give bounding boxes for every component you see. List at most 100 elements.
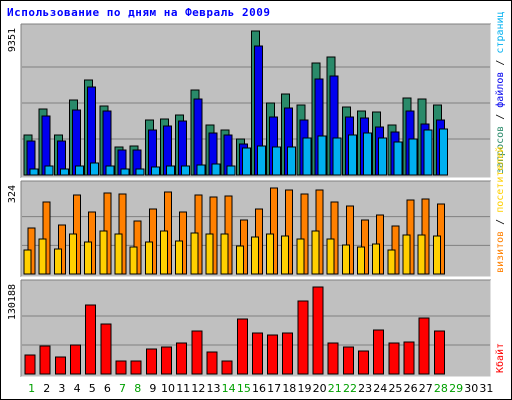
visits-bar-посетителей bbox=[144, 241, 153, 275]
requests-bar-страниц bbox=[90, 162, 100, 176]
x-tick-label: 9 bbox=[149, 382, 156, 395]
x-tick-label: 11 bbox=[176, 382, 190, 395]
visits-ymax-label: 324 bbox=[7, 185, 18, 203]
visits-bar-посетителей bbox=[281, 235, 290, 275]
requests-legend-item: страниц bbox=[495, 11, 506, 53]
x-tick-label: 3 bbox=[58, 382, 65, 395]
kbytes-bar-Кбайт bbox=[251, 332, 263, 375]
x-tick-label: 7 bbox=[119, 382, 126, 395]
visits-bar-посетителей bbox=[326, 238, 335, 275]
visits-bar-посетителей bbox=[296, 238, 305, 275]
visits-legend-item: визитов bbox=[495, 231, 506, 273]
x-tick-label: 20 bbox=[313, 382, 327, 395]
kbytes-legend-item: Кбайт bbox=[494, 343, 506, 373]
x-tick-label: 28 bbox=[434, 382, 448, 395]
x-tick-label: 6 bbox=[104, 382, 111, 395]
x-tick-label: 18 bbox=[282, 382, 296, 395]
x-tick-label: 19 bbox=[297, 382, 311, 395]
kbytes-bar-Кбайт bbox=[433, 330, 445, 375]
kbytes-bar-Кбайт bbox=[221, 360, 233, 375]
x-tick-label: 23 bbox=[358, 382, 372, 395]
x-tick-label: 26 bbox=[404, 382, 418, 395]
x-tick-label: 31 bbox=[479, 382, 493, 395]
requests-bar-страниц bbox=[272, 146, 282, 176]
requests-bar-страниц bbox=[120, 168, 130, 176]
visits-bar-посетителей bbox=[23, 249, 32, 275]
kbytes-bar-Кбайт bbox=[267, 334, 279, 375]
kbytes-bar-Кбайт bbox=[206, 351, 218, 375]
requests-bar-страниц bbox=[438, 128, 448, 176]
requests-bar-страниц bbox=[196, 164, 206, 176]
requests-bar-страниц bbox=[105, 165, 115, 176]
visits-bar-посетителей bbox=[129, 246, 138, 275]
requests-bar-страниц bbox=[211, 163, 221, 176]
kbytes-ymax-label: 130188 bbox=[7, 284, 18, 320]
requests-bar-страниц bbox=[44, 165, 54, 176]
requests-bar-страниц bbox=[408, 138, 418, 176]
visits-bar-посетителей bbox=[357, 246, 366, 275]
kbytes-bar-Кбайт bbox=[191, 330, 203, 375]
visits-bar-посетителей bbox=[341, 244, 350, 275]
visits-bar-посетителей bbox=[38, 238, 47, 275]
visits-bar-посетителей bbox=[372, 243, 381, 275]
requests-bar-страниц bbox=[59, 168, 69, 176]
visits-bar-посетителей bbox=[220, 233, 229, 275]
kbytes-bar-Кбайт bbox=[160, 346, 172, 375]
kbytes-bar-Кбайт bbox=[100, 323, 112, 375]
requests-bar-страниц bbox=[423, 129, 433, 176]
x-tick-label: 5 bbox=[89, 382, 96, 395]
requests-legend-item: файлов bbox=[494, 72, 506, 108]
x-tick-label: 1 bbox=[28, 382, 35, 395]
x-tick-label: 10 bbox=[161, 382, 175, 395]
requests-bar-страниц bbox=[241, 147, 251, 176]
requests-bar-страниц bbox=[256, 145, 266, 176]
kbytes-bar-Кбайт bbox=[403, 341, 415, 375]
requests-legend-item: / bbox=[495, 108, 506, 126]
x-tick-label: 15 bbox=[237, 382, 251, 395]
visits-legend: визитов / посетителей bbox=[494, 147, 506, 273]
x-tick-label: 8 bbox=[134, 382, 141, 395]
kbytes-bar-Кбайт bbox=[388, 342, 400, 375]
visits-bar-посетителей bbox=[114, 233, 123, 275]
kbytes-bar-Кбайт bbox=[85, 304, 97, 375]
visits-legend-item: / bbox=[495, 213, 506, 231]
kbytes-bar-Кбайт bbox=[418, 317, 430, 375]
requests-bar-страниц bbox=[302, 137, 312, 176]
kbytes-bar-Кбайт bbox=[312, 286, 324, 375]
visits-bar-посетителей bbox=[250, 236, 259, 275]
visits-bar-посетителей bbox=[190, 232, 199, 275]
visits-bar-посетителей bbox=[235, 245, 244, 275]
x-tick-label: 13 bbox=[207, 382, 221, 395]
visits-bar-посетителей bbox=[417, 234, 426, 275]
kbytes-bar-Кбайт bbox=[236, 318, 248, 375]
kbytes-bar-Кбайт bbox=[358, 350, 370, 375]
requests-bar-страниц bbox=[150, 166, 160, 176]
requests-bar-страниц bbox=[74, 165, 84, 176]
requests-bar-страниц bbox=[29, 168, 39, 176]
kbytes-bar-Кбайт bbox=[297, 300, 309, 375]
visits-bar-посетителей bbox=[84, 241, 93, 275]
kbytes-bar-Кбайт bbox=[39, 345, 51, 375]
requests-bar-страниц bbox=[181, 165, 191, 176]
kbytes-bar-Кбайт bbox=[115, 360, 127, 375]
x-tick-label: 16 bbox=[252, 382, 266, 395]
requests-legend: запросов / файлов / страниц bbox=[494, 11, 506, 174]
requests-bar-страниц bbox=[287, 146, 297, 176]
kbytes-bar-Кбайт bbox=[373, 329, 385, 375]
visits-bar-посетителей bbox=[387, 249, 396, 275]
requests-bar-страниц bbox=[135, 168, 145, 176]
kbytes-bar-Кбайт bbox=[176, 342, 188, 375]
x-tick-label: 12 bbox=[191, 382, 205, 395]
x-tick-label: 2 bbox=[43, 382, 50, 395]
kbytes-bar-Кбайт bbox=[282, 332, 294, 375]
x-tick-label: 21 bbox=[328, 382, 342, 395]
x-tick-label: 4 bbox=[74, 382, 81, 395]
requests-bar-страниц bbox=[226, 165, 236, 176]
kbytes-bar-Кбайт bbox=[24, 354, 36, 375]
visits-bar-посетителей bbox=[99, 230, 108, 275]
x-tick-label: 24 bbox=[373, 382, 387, 395]
visits-bar-посетителей bbox=[68, 233, 77, 275]
requests-bar-страниц bbox=[363, 132, 373, 176]
requests-legend-item: / bbox=[495, 54, 506, 72]
